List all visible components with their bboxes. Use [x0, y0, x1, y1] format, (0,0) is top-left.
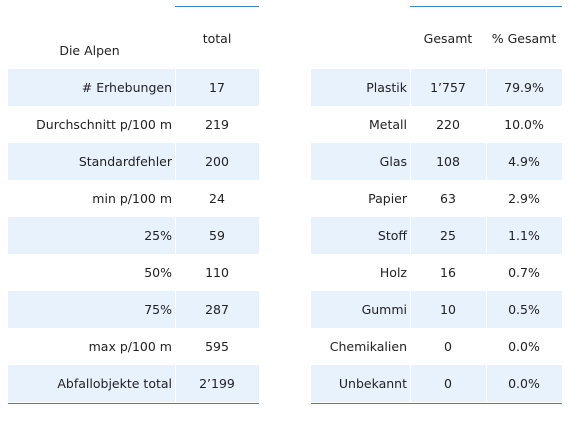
left-header-label: Die Alpen	[40, 40, 142, 60]
right-row-label: Chemikalien	[311, 328, 410, 365]
right-header-label	[311, 28, 410, 48]
right-bottom-rule	[311, 403, 562, 404]
right-header-pct: % Gesamt	[486, 28, 562, 48]
left-row-label: max p/100 m	[8, 328, 175, 365]
left-row-value: 595	[175, 328, 259, 365]
right-row-gesamt: 16	[410, 254, 486, 291]
right-row-pct: 0.0%	[486, 328, 562, 365]
right-row-label: Unbekannt	[311, 365, 410, 402]
right-row-pct: 10.0%	[486, 106, 562, 143]
right-row-gesamt: 63	[410, 180, 486, 217]
left-row-label: min p/100 m	[8, 180, 175, 217]
right-row-label: Gummi	[311, 291, 410, 328]
right-row-gesamt: 25	[410, 217, 486, 254]
right-row-label: Glas	[311, 143, 410, 180]
right-top-rule	[410, 6, 562, 7]
right-row-gesamt: 0	[410, 365, 486, 402]
left-row-value: 219	[175, 106, 259, 143]
right-row-pct: 79.9%	[486, 69, 562, 106]
left-row-label: # Erhebungen	[8, 69, 175, 106]
right-row-label: Stoff	[311, 217, 410, 254]
left-row-label: Abfallobjekte total	[8, 365, 175, 402]
right-row-gesamt: 220	[410, 106, 486, 143]
right-row-pct: 0.0%	[486, 365, 562, 402]
left-row-value: 17	[175, 69, 259, 106]
right-row-gesamt: 0	[410, 328, 486, 365]
right-header-gesamt: Gesamt	[410, 28, 486, 48]
left-row-value: 2’199	[175, 365, 259, 402]
left-row-label: Standardfehler	[8, 143, 175, 180]
left-row-value: 287	[175, 291, 259, 328]
right-row-pct: 0.5%	[486, 291, 562, 328]
left-header-total: total	[175, 28, 259, 48]
right-row-gesamt: 10	[410, 291, 486, 328]
left-row-label: 50%	[8, 254, 175, 291]
right-row-pct: 4.9%	[486, 143, 562, 180]
right-row-gesamt: 1’757	[410, 69, 486, 106]
right-row-label: Papier	[311, 180, 410, 217]
left-row-label: 25%	[8, 217, 175, 254]
right-row-label: Metall	[311, 106, 410, 143]
left-row-label: 75%	[8, 291, 175, 328]
left-bottom-rule	[8, 403, 259, 404]
right-row-pct: 2.9%	[486, 180, 562, 217]
left-row-value: 110	[175, 254, 259, 291]
right-row-gesamt: 108	[410, 143, 486, 180]
left-row-value: 24	[175, 180, 259, 217]
right-row-pct: 1.1%	[486, 217, 562, 254]
left-row-value: 59	[175, 217, 259, 254]
left-row-label: Durchschnitt p/100 m	[8, 106, 175, 143]
left-row-value: 200	[175, 143, 259, 180]
left-top-rule	[175, 6, 259, 7]
right-row-label: Holz	[311, 254, 410, 291]
right-row-label: Plastik	[311, 69, 410, 106]
right-row-pct: 0.7%	[486, 254, 562, 291]
